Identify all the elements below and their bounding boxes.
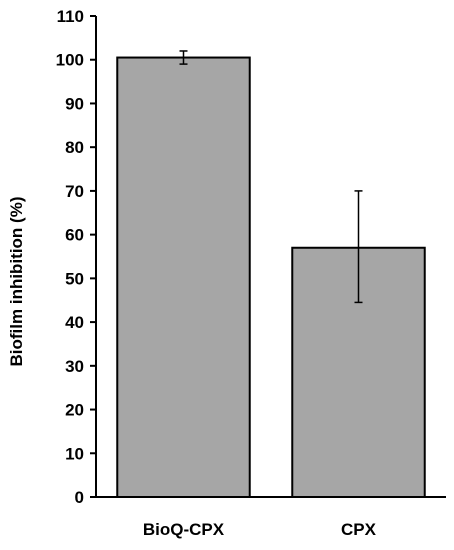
y-tick-label: 40 [65,313,84,332]
y-axis-ticks: 0 10 20 30 40 50 60 70 80 90 100 110 [56,7,96,507]
y-tick-label: 100 [56,51,84,70]
y-tick-label: 80 [65,138,84,157]
x-category-label: CPX [341,520,377,539]
y-tick-label: 10 [65,444,84,463]
bars [116,56,426,498]
x-axis-labels: BioQ-CPX CPX [143,520,377,539]
bar-bioq-cpx [116,56,251,498]
y-tick-label: 90 [65,94,84,113]
y-tick-label: 30 [65,357,84,376]
y-axis-title: Biofilm inhibition (%) [7,197,26,367]
x-category-label: BioQ-CPX [143,520,225,539]
y-tick-label: 20 [65,401,84,420]
y-tick-label: 0 [75,488,84,507]
y-tick-label: 110 [57,7,84,26]
error-bars [179,50,363,304]
y-tick-label: 70 [65,182,84,201]
y-tick-label: 50 [65,269,84,288]
y-tick-label: 60 [65,226,84,245]
